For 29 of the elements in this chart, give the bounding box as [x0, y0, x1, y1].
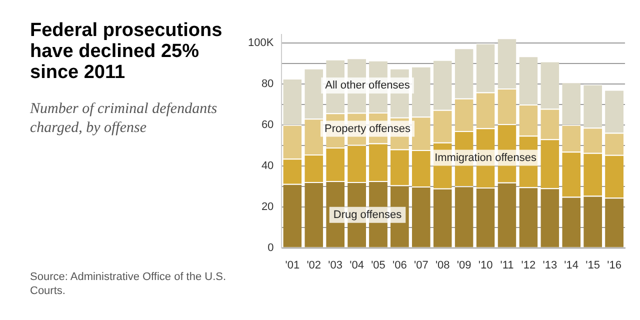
x-tick-label: '05 [371, 259, 386, 272]
series-label: All other offenses [325, 79, 410, 92]
series-label: Drug offenses [333, 208, 402, 221]
y-tick-label: 80 [261, 78, 274, 90]
x-tick-label: '11 [500, 259, 514, 272]
x-tick-label: '08 [435, 259, 450, 272]
x-tick-label: '12 [521, 259, 536, 272]
x-tick-label: '04 [350, 259, 364, 272]
x-tick-label: '01 [285, 259, 300, 272]
series-label: Property offenses [324, 122, 412, 135]
x-tick-label: '02 [306, 259, 322, 272]
x-tick-label: '14 [564, 259, 579, 272]
series-label: Immigration offenses [434, 152, 537, 164]
y-tick-label: 60 [261, 118, 274, 131]
x-tick-label: '09 [456, 259, 472, 272]
x-tick-label: '07 [414, 259, 428, 272]
y-tick-label: 40 [261, 160, 274, 172]
source-note: Source: Administrative Office of the U.S. Courts. [30, 270, 228, 298]
x-tick-label: '16 [607, 259, 622, 272]
x-tick-label: '15 [586, 259, 600, 272]
text: Number of criminal defendants charged, by offense [30, 100, 218, 138]
x-tick-label: '13 [542, 259, 558, 272]
text: Federal prosecutions have declined 25% since 2011 [30, 20, 224, 83]
x-tick-label: '03 [328, 259, 343, 272]
x-tick-label: '06 [392, 259, 407, 272]
y-tick-label: 20 [261, 200, 274, 213]
x-tick-label: '10 [478, 259, 493, 272]
y-tick-label: 100K [248, 36, 274, 49]
y-tick-label: 0 [268, 242, 274, 254]
